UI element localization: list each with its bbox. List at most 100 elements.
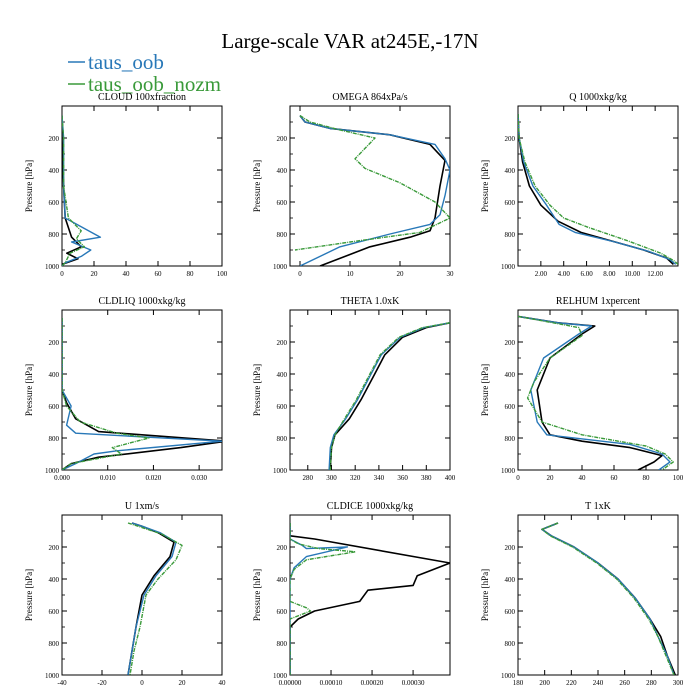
series-line-3 — [62, 318, 150, 470]
series-line-2 — [299, 115, 450, 266]
x-tick-label: 2.00 — [535, 270, 548, 278]
x-tick-label: 10.00 — [624, 270, 640, 278]
x-tick-label: 20 — [179, 679, 187, 687]
x-tick-label: 280 — [646, 679, 657, 687]
series-line-3 — [127, 522, 183, 675]
y-tick-label: 400 — [277, 167, 288, 175]
y-tick-label: 800 — [49, 435, 60, 443]
series-line-3 — [541, 522, 675, 675]
x-tick-label: 0.00030 — [402, 679, 425, 687]
y-tick-label: 800 — [505, 640, 516, 648]
x-tick-label: 0 — [516, 474, 520, 482]
axes-frame — [289, 309, 451, 471]
y-axis-label: Pressure [hPa] — [252, 569, 262, 621]
series-group — [290, 523, 450, 675]
series-line-1 — [541, 522, 677, 675]
x-tick-label: 0.00000 — [279, 679, 302, 687]
panel-title: T 1xK — [585, 501, 611, 512]
series-line-2 — [127, 522, 177, 675]
y-tick-label: 600 — [49, 199, 60, 207]
x-tick-label: 10 — [347, 270, 355, 278]
x-tick-label: 80 — [643, 474, 651, 482]
series-line-2 — [62, 318, 222, 470]
series-group — [294, 115, 450, 266]
x-tick-label: 0 — [60, 270, 64, 278]
y-axis-label: Pressure [hPa] — [480, 160, 490, 212]
axes-frame — [289, 105, 451, 267]
y-tick-label: 1000 — [273, 672, 288, 680]
panel-3: Q 1000xkg/kg Pressure [hPa] 200 400 600 800 10… — [480, 92, 679, 278]
series-group — [62, 318, 222, 470]
y-tick-label: 600 — [505, 199, 516, 207]
y-tick-label: 200 — [505, 135, 516, 143]
series-line-1 — [62, 115, 82, 266]
y-axis-label: Pressure [hPa] — [480, 569, 490, 621]
y-axis-label: Pressure [hPa] — [24, 160, 34, 212]
x-tick-label: 100 — [673, 474, 684, 482]
series-line-3 — [518, 113, 678, 265]
x-tick-label: 0 — [140, 679, 144, 687]
x-tick-label: 4.00 — [558, 270, 571, 278]
y-tick-label: 1000 — [501, 263, 516, 271]
series-line-2 — [328, 322, 450, 470]
panel-title: Q 1000xkg/kg — [569, 92, 627, 103]
x-tick-label: 8.00 — [603, 270, 616, 278]
panel-title: U 1xm/s — [125, 501, 159, 512]
x-tick-label: 0.000 — [54, 474, 70, 482]
y-tick-label: 800 — [505, 435, 516, 443]
panel-title: OMEGA 864xPa/s — [332, 92, 407, 103]
x-tick-label: 280 — [303, 474, 314, 482]
y-tick-label: 400 — [505, 167, 516, 175]
series-line-3 — [290, 523, 357, 675]
x-tick-label: -20 — [97, 679, 107, 687]
x-tick-label: 0.00010 — [320, 679, 343, 687]
y-tick-label: 400 — [505, 576, 516, 584]
x-tick-label: 0.010 — [100, 474, 116, 482]
y-axis-label: Pressure [hPa] — [24, 364, 34, 416]
series-group — [127, 522, 183, 675]
y-tick-label: 400 — [505, 371, 516, 379]
series-group — [328, 322, 450, 470]
y-tick-label: 400 — [49, 167, 60, 175]
x-tick-label: 0.020 — [146, 474, 162, 482]
y-tick-label: 200 — [505, 544, 516, 552]
y-tick-label: 1000 — [45, 263, 60, 271]
series-group — [541, 522, 677, 675]
axes-frame — [517, 105, 679, 267]
y-tick-label: 400 — [49, 576, 60, 584]
x-tick-label: 20 — [91, 270, 99, 278]
x-tick-label: 30 — [447, 270, 455, 278]
x-tick-label: 240 — [593, 679, 604, 687]
x-tick-label: 0 — [298, 270, 302, 278]
y-tick-label: 200 — [277, 339, 288, 347]
y-tick-label: 400 — [277, 371, 288, 379]
x-tick-label: 12.00 — [647, 270, 663, 278]
x-tick-label: 0.030 — [191, 474, 207, 482]
y-tick-label: 600 — [49, 608, 60, 616]
x-tick-label: 340 — [374, 474, 385, 482]
y-tick-label: 800 — [49, 231, 60, 239]
y-tick-label: 800 — [277, 231, 288, 239]
legend-label-1: taus_oob — [88, 50, 164, 74]
x-tick-label: 300 — [673, 679, 684, 687]
y-tick-label: 600 — [49, 403, 60, 411]
x-tick-label: 60 — [611, 474, 619, 482]
series-group — [518, 315, 674, 470]
y-tick-label: 1000 — [273, 467, 288, 475]
x-tick-label: 40 — [579, 474, 587, 482]
y-tick-label: 600 — [505, 403, 516, 411]
x-tick-label: 20 — [547, 474, 555, 482]
x-tick-label: 180 — [513, 679, 524, 687]
panel-5: THETA 1.0xK Pressure [hPa] 200 400 600 800 100… — [252, 296, 456, 482]
y-tick-label: 800 — [49, 640, 60, 648]
series-line-2 — [518, 315, 671, 470]
x-tick-label: 6.00 — [580, 270, 593, 278]
x-tick-label: 320 — [350, 474, 361, 482]
